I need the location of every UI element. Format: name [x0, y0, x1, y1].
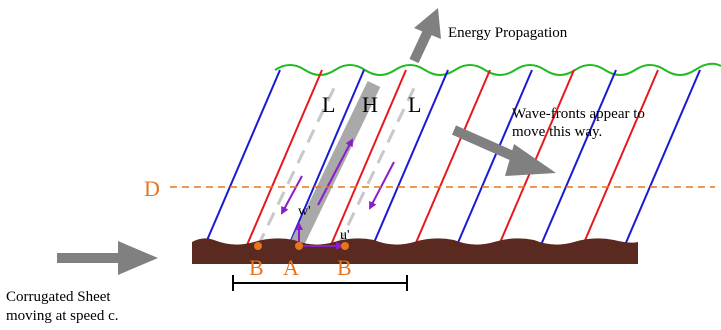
high-label: H — [362, 92, 378, 117]
low-line-left — [256, 83, 338, 247]
energy-propagation-arrow — [409, 8, 441, 64]
wave-crest-line — [274, 62, 721, 76]
wavefront-label-line1: Wave-fronts appear to — [512, 106, 645, 122]
w-prime-label: w' — [298, 204, 311, 219]
wavefront-motion-arrow — [451, 125, 556, 176]
point-B-left-dot — [254, 242, 262, 250]
blue-wavefront-line — [453, 69, 533, 253]
point-A-dot — [295, 242, 303, 250]
point-B-right-dot — [341, 242, 349, 250]
point-A-label: A — [283, 255, 299, 280]
low-label-left: L — [322, 92, 335, 117]
low-line-right — [336, 83, 418, 247]
blue-wavefront-line — [621, 69, 701, 253]
depth-label: D — [144, 176, 160, 201]
sheet-label-line1: Corrugated Sheet — [6, 289, 111, 305]
low-label-right: L — [408, 92, 421, 117]
sheet-motion-arrow — [57, 241, 158, 275]
blue-wavefront-line — [285, 69, 365, 253]
flow-arrow-right — [369, 161, 395, 210]
wavefront-label-line2: move this way. — [512, 124, 602, 140]
corrugated-sheet — [192, 238, 638, 264]
point-B-left-label: B — [249, 255, 264, 280]
u-prime-label: u' — [340, 228, 350, 243]
red-wavefront-line — [579, 69, 659, 253]
flow-arrow-up-center — [317, 138, 353, 206]
wavefront-lines — [201, 69, 701, 253]
red-wavefront-line — [243, 69, 323, 253]
blue-wavefront-line — [201, 69, 281, 253]
red-wavefront-line — [411, 69, 491, 253]
blue-wavefront-line — [369, 69, 449, 253]
point-B-right-label: B — [337, 255, 352, 280]
energy-propagation-label: Energy Propagation — [448, 25, 568, 41]
blue-wavefront-line — [537, 69, 617, 253]
red-wavefront-line — [327, 69, 407, 253]
sheet-label-line2: moving at speed c. — [6, 308, 118, 324]
flow-arrow-left — [281, 175, 303, 215]
high-pressure-band — [289, 80, 381, 250]
